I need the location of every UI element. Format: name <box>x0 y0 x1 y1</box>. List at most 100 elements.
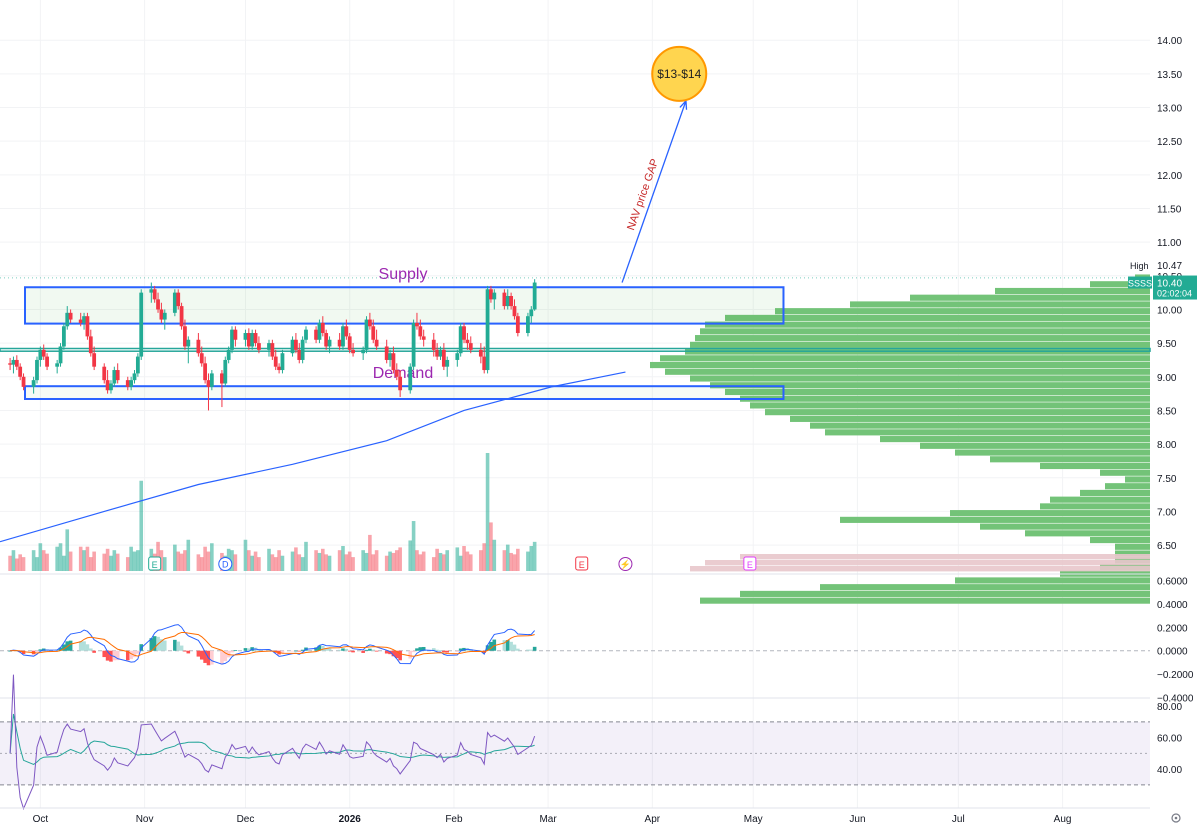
volume-bar <box>45 553 49 571</box>
candle-body <box>230 329 234 350</box>
macd-histogram-bar <box>364 649 369 651</box>
time-axis-label: Oct <box>33 814 49 825</box>
volume-bar <box>529 546 534 571</box>
candle-body <box>61 326 66 347</box>
volume-bar <box>431 557 436 571</box>
price-axis-label: 8.50 <box>1157 406 1177 417</box>
candle-body <box>462 326 466 340</box>
macd-histogram-bar <box>505 640 510 651</box>
candle-body <box>492 292 497 300</box>
marker-label: ⚡ <box>620 559 631 571</box>
volume-profile-bar <box>660 355 1150 362</box>
candle-body <box>391 353 396 371</box>
volume-profile-bar <box>1080 489 1150 497</box>
volume-profile-bar <box>920 442 1150 449</box>
volume-bar <box>502 550 507 571</box>
volume-bar <box>230 550 234 571</box>
candle-body <box>14 359 19 367</box>
rsi-ma-line <box>9 713 535 766</box>
volume-bar <box>38 543 43 571</box>
candle-body <box>435 349 440 357</box>
dividend-marker <box>218 557 233 571</box>
volume-bar <box>132 551 137 571</box>
macd-histogram-bar <box>196 650 201 657</box>
candle-body <box>341 326 345 347</box>
candle-body <box>509 296 514 307</box>
volume-profile-bar <box>1090 281 1150 288</box>
volume-bar <box>65 529 70 571</box>
macd-histogram-bar <box>129 650 133 660</box>
candle-body <box>135 356 140 374</box>
macd-axis-label: 0.0000 <box>1157 647 1188 658</box>
price-axis-label: 6.50 <box>1157 541 1177 552</box>
high-value: 10.47 <box>1157 261 1182 272</box>
volume-profile-bar <box>1040 503 1150 510</box>
countdown-value: 02:02:04 <box>1157 289 1192 299</box>
candle-body <box>512 306 517 317</box>
settings-icon-center <box>1174 816 1178 820</box>
volume-bar <box>203 546 207 571</box>
macd-histogram-bar <box>149 638 154 651</box>
candle-body <box>220 373 224 384</box>
volume-bar <box>199 557 204 571</box>
macd-histogram-bar <box>230 650 234 653</box>
earnings-marker <box>148 556 162 571</box>
macd-histogram-bar <box>442 650 446 653</box>
candle-body <box>152 289 157 300</box>
volume-bar <box>112 550 117 571</box>
candle-body <box>92 353 97 367</box>
candle-body <box>65 312 70 327</box>
macd-histogram-bar <box>162 640 167 651</box>
candle-body <box>441 349 446 367</box>
candle-body <box>317 322 322 340</box>
macd-histogram-bar <box>455 650 460 652</box>
supply-label: Supply <box>379 266 428 283</box>
volume-bar <box>489 522 493 571</box>
candle-body <box>526 316 530 334</box>
macd-histogram-bar <box>88 648 93 651</box>
macd-histogram-bar <box>152 636 157 651</box>
volume-bar <box>8 555 12 571</box>
price-axis-label: 8.00 <box>1157 440 1177 451</box>
last-price-badge <box>1153 275 1197 300</box>
candle-body <box>398 376 403 391</box>
volume-bar <box>374 550 379 571</box>
volume-bar <box>337 550 342 571</box>
macd-histogram-bar <box>371 649 376 651</box>
candle-body <box>253 333 258 344</box>
volume-profile-bar <box>1050 496 1150 503</box>
volume-bar <box>368 534 372 571</box>
macd-histogram-bar <box>321 645 325 651</box>
volume-bar <box>105 548 110 571</box>
candle-body <box>176 292 181 307</box>
macd-histogram-bar <box>485 645 490 651</box>
macd-axis-label: −0.2000 <box>1157 670 1194 681</box>
candle-body <box>38 349 43 360</box>
candle-body <box>478 349 483 357</box>
volume-bar <box>509 552 513 571</box>
volume-profile-bar <box>1125 476 1150 483</box>
macd-histogram-bar <box>280 650 285 654</box>
price-axis-label: 9.50 <box>1157 339 1177 350</box>
macd-histogram-bar <box>8 650 12 652</box>
candle-body <box>11 359 16 365</box>
candle-body <box>179 306 184 327</box>
macd-histogram-bar <box>210 650 214 665</box>
macd-histogram-bar <box>398 650 402 661</box>
macd-histogram-bar <box>368 648 372 651</box>
candle-body <box>243 333 248 340</box>
volume-bar <box>125 557 130 571</box>
price-axis-label: 11.50 <box>1157 204 1182 215</box>
volume-bar <box>438 552 443 571</box>
volume-bar <box>257 557 261 571</box>
macd-histogram-bar <box>458 648 463 651</box>
candle-body <box>300 339 305 360</box>
candle-body <box>482 356 487 371</box>
volume-bar <box>210 543 214 571</box>
macd-histogram-bar <box>243 648 248 651</box>
volume-bar <box>243 539 248 571</box>
volume-bar <box>88 557 93 571</box>
price-axis-label: 7.50 <box>1157 474 1177 485</box>
